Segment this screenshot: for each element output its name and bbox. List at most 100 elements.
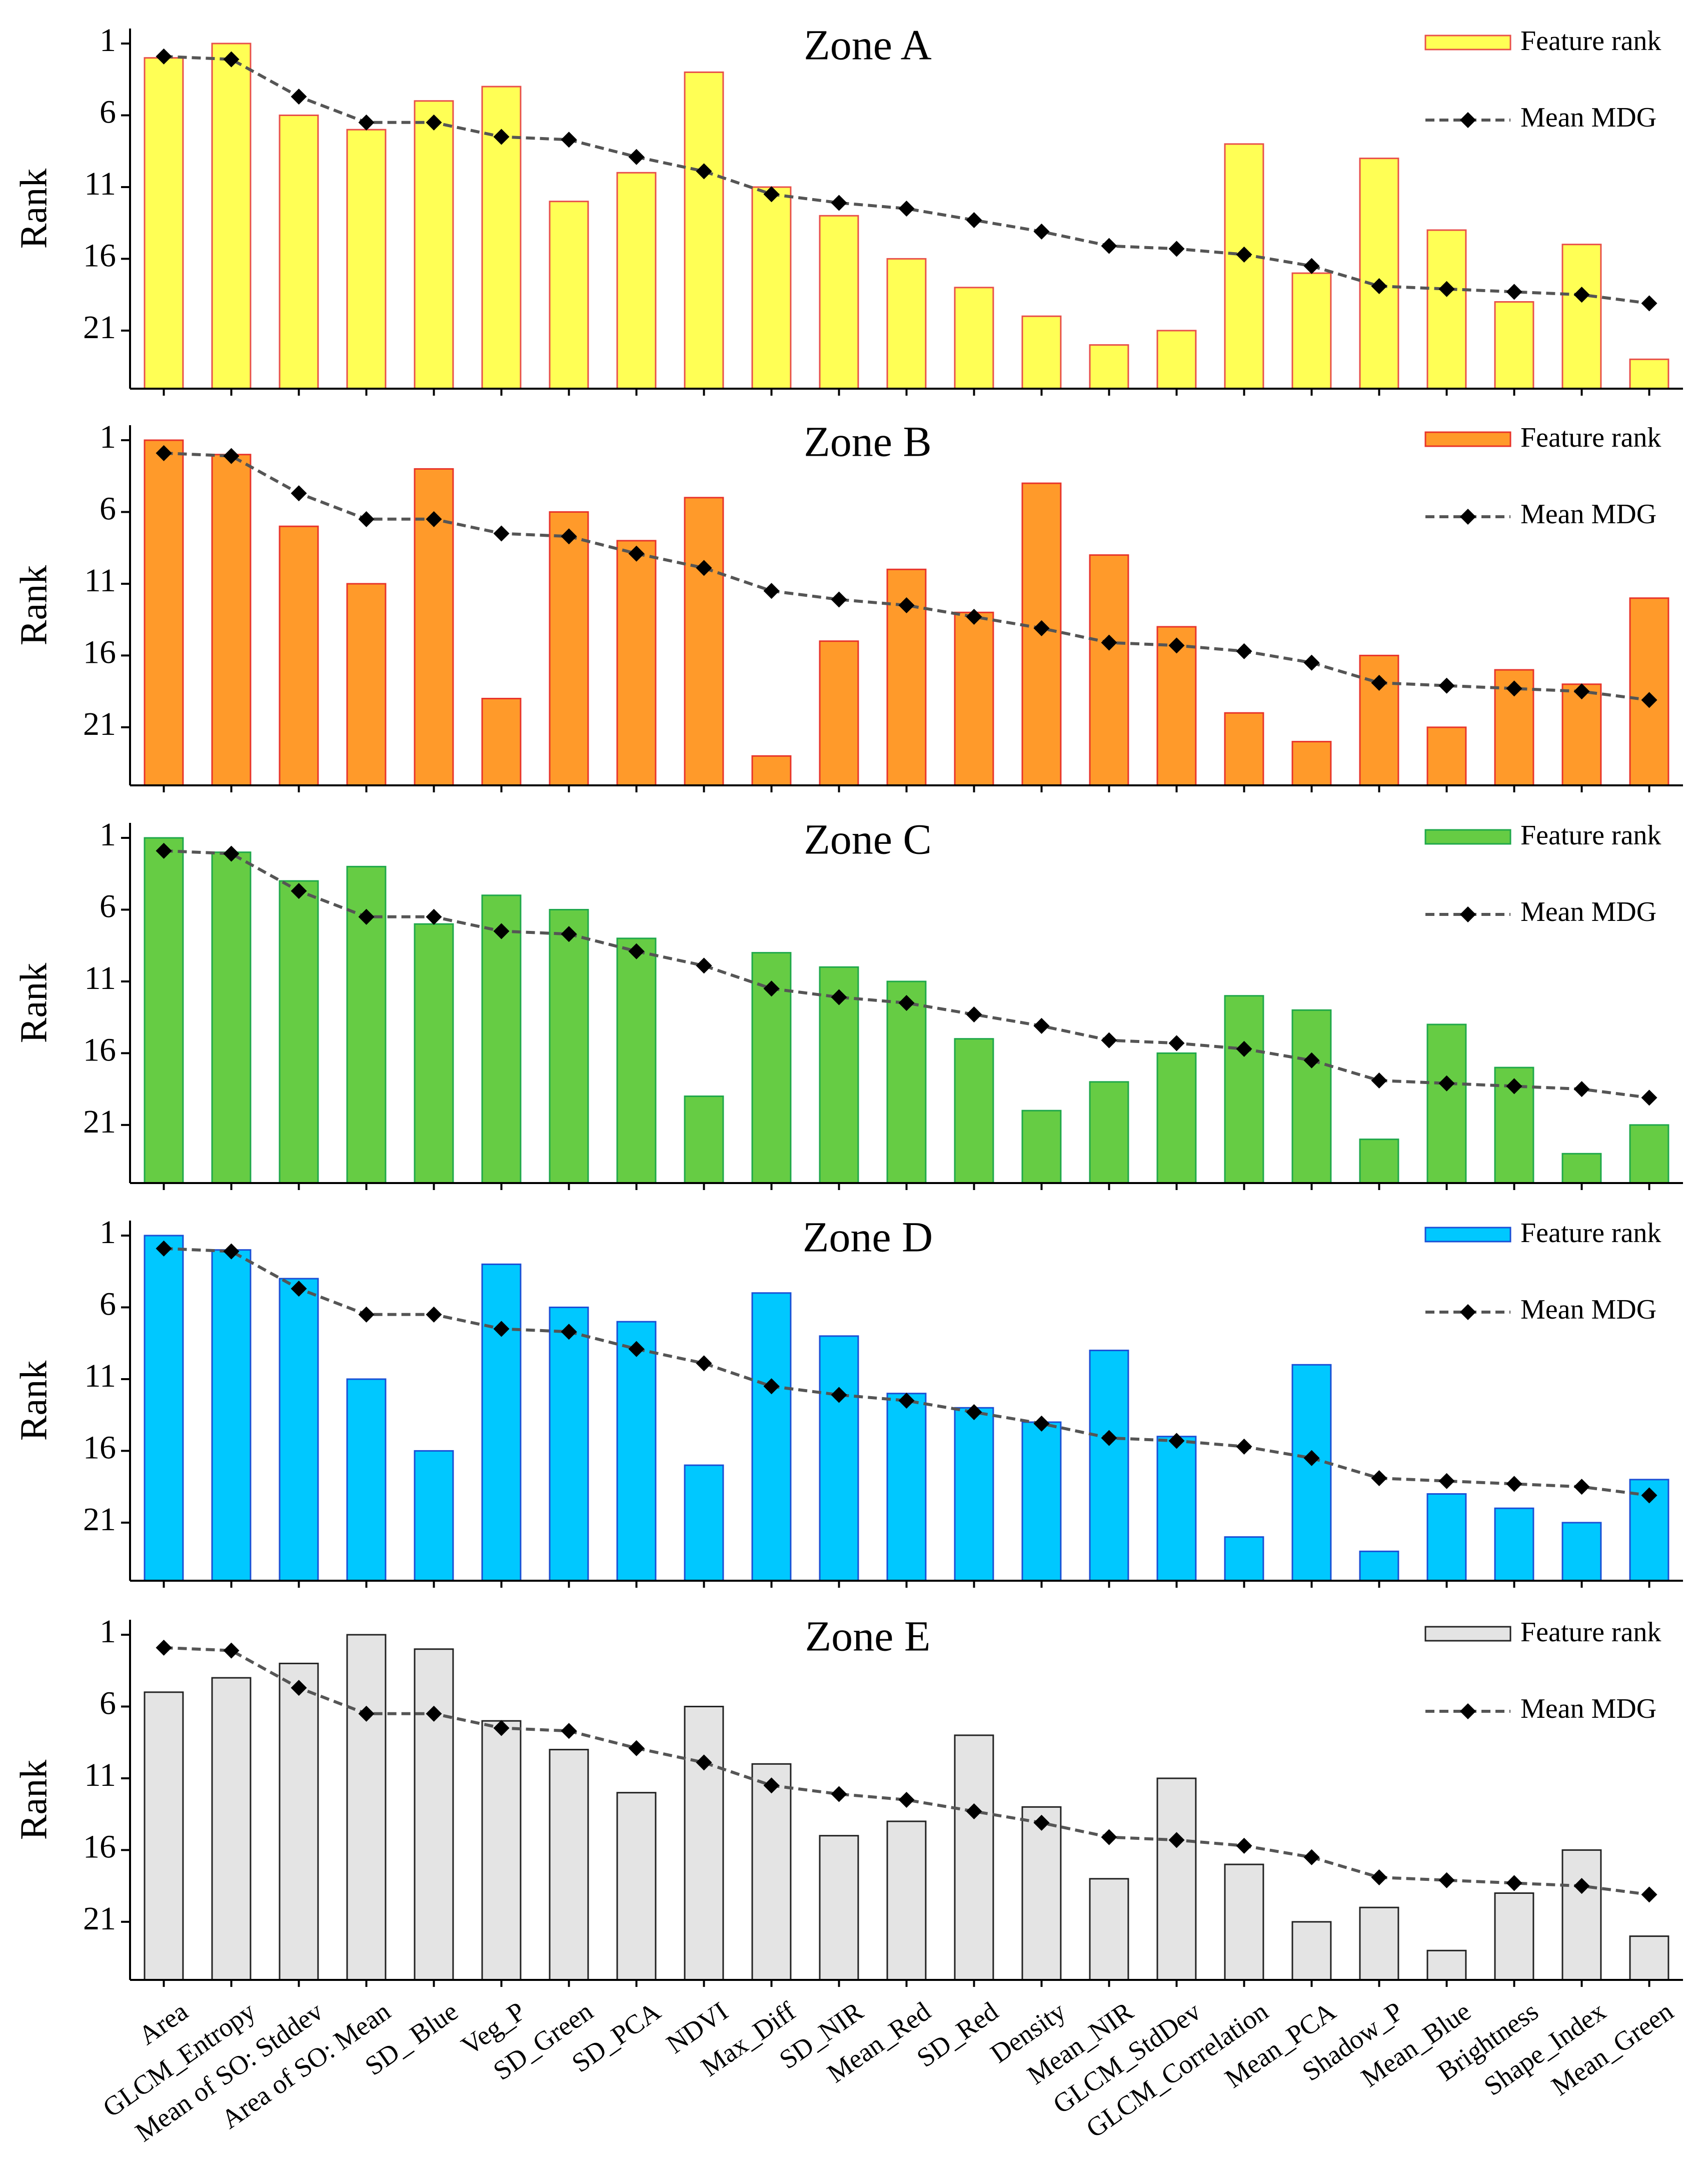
bar xyxy=(144,837,184,1184)
mean-mdg-point xyxy=(1033,620,1050,636)
y-tick-label: 6 xyxy=(100,491,116,527)
legend-label-mean-mdg: Mean MDG xyxy=(1520,102,1656,133)
bar xyxy=(1359,1550,1399,1582)
bar xyxy=(481,894,522,1184)
legend-marker-mean-mdg xyxy=(1460,906,1476,922)
bar xyxy=(144,57,184,390)
bar xyxy=(346,1634,387,1981)
bar xyxy=(144,439,184,786)
legend-swatch-feature-rank xyxy=(1424,1227,1511,1243)
mean-mdg-point xyxy=(156,445,172,461)
bar xyxy=(414,923,454,1184)
bar xyxy=(1224,712,1264,786)
bar xyxy=(144,1691,184,1981)
bar xyxy=(1291,272,1332,390)
bar xyxy=(414,1648,454,1981)
mean-mdg-point xyxy=(1101,1430,1117,1446)
mean-mdg-point xyxy=(561,926,577,942)
legend-swatch-feature-rank xyxy=(1424,35,1511,51)
bar xyxy=(1291,1364,1332,1582)
bar xyxy=(346,129,387,390)
y-tick-label: 6 xyxy=(100,888,116,925)
mean-mdg-point xyxy=(156,842,172,859)
bar xyxy=(819,640,859,786)
y-tick-label: 16 xyxy=(83,634,116,671)
mean-mdg-point xyxy=(628,545,645,562)
mean-mdg-point xyxy=(1506,680,1522,697)
y-tick-label: 16 xyxy=(83,238,116,274)
y-tick-label: 21 xyxy=(83,1900,116,1937)
mean-mdg-point xyxy=(1371,1470,1387,1486)
mean-mdg-point xyxy=(966,608,982,625)
y-tick-label: 6 xyxy=(100,94,116,131)
bar xyxy=(1629,1124,1669,1184)
y-tick-label: 21 xyxy=(83,309,116,346)
legend: Feature rank Mean MDG xyxy=(1424,1218,1661,1325)
bar xyxy=(1224,1863,1264,1981)
mean-mdg-point xyxy=(763,980,780,997)
mean-mdg-point xyxy=(1033,1017,1050,1034)
bar xyxy=(549,1307,589,1582)
bar xyxy=(1561,683,1602,786)
bar xyxy=(279,880,319,1184)
bar xyxy=(1089,554,1129,786)
mean-mdg-point xyxy=(358,1705,375,1722)
y-tick-label: 1 xyxy=(100,816,116,853)
y-tick-label: 11 xyxy=(84,562,116,599)
bar xyxy=(1021,1110,1062,1184)
mean-mdg-point xyxy=(1303,654,1320,671)
bar xyxy=(1426,229,1467,390)
bar xyxy=(819,1835,859,1981)
bar xyxy=(1156,1436,1197,1582)
y-tick-label: 1 xyxy=(100,1613,116,1650)
mean-mdg-point xyxy=(1641,692,1657,708)
mean-mdg-point xyxy=(1303,258,1320,274)
mean-mdg-point xyxy=(1236,1040,1252,1057)
bar xyxy=(1156,330,1197,390)
mean-mdg-point xyxy=(426,1705,442,1722)
bar xyxy=(819,215,859,390)
mean-mdg-point xyxy=(493,923,510,939)
mean-mdg-point xyxy=(1236,1438,1252,1455)
legend-label-mean-mdg: Mean MDG xyxy=(1520,896,1656,927)
mean-mdg-point xyxy=(696,163,712,180)
y-axis-label: Rank xyxy=(13,565,55,645)
legend-marker-mean-mdg xyxy=(1460,112,1476,128)
mean-mdg-point xyxy=(223,448,240,464)
bar xyxy=(481,698,522,786)
legend-swatch-feature-rank xyxy=(1424,431,1511,447)
mean-mdg-point xyxy=(291,1680,307,1696)
mean-mdg-point xyxy=(1573,1479,1590,1495)
bar xyxy=(211,454,252,786)
bar xyxy=(751,1292,792,1582)
mean-mdg-point xyxy=(1236,246,1252,263)
y-tick-label: 16 xyxy=(83,1430,116,1466)
legend-label-feature-rank: Feature rank xyxy=(1520,820,1661,851)
panel-title: Zone B xyxy=(804,418,932,466)
bar xyxy=(616,937,657,1184)
bar xyxy=(1426,1023,1467,1184)
mean-mdg-point xyxy=(493,1321,510,1337)
mean-mdg-point xyxy=(358,908,375,925)
bar xyxy=(819,1335,859,1582)
bar xyxy=(751,1763,792,1981)
mean-mdg-point xyxy=(1033,1415,1050,1432)
y-tick-label: 6 xyxy=(100,1286,116,1323)
mean-mdg-point xyxy=(831,195,847,211)
bar xyxy=(481,1263,522,1582)
mean-mdg-point xyxy=(898,995,915,1011)
bar xyxy=(616,172,657,390)
panel-title: Zone A xyxy=(804,21,932,69)
bar xyxy=(1494,1892,1534,1981)
bar xyxy=(1156,1052,1197,1184)
mean-mdg-point xyxy=(628,1740,645,1756)
mean-mdg-point xyxy=(1101,238,1117,254)
mean-mdg-point xyxy=(1303,1052,1320,1068)
mean-mdg-point xyxy=(1573,683,1590,700)
bar xyxy=(1021,315,1062,390)
mean-mdg-point xyxy=(1506,284,1522,300)
bar xyxy=(954,1038,994,1184)
